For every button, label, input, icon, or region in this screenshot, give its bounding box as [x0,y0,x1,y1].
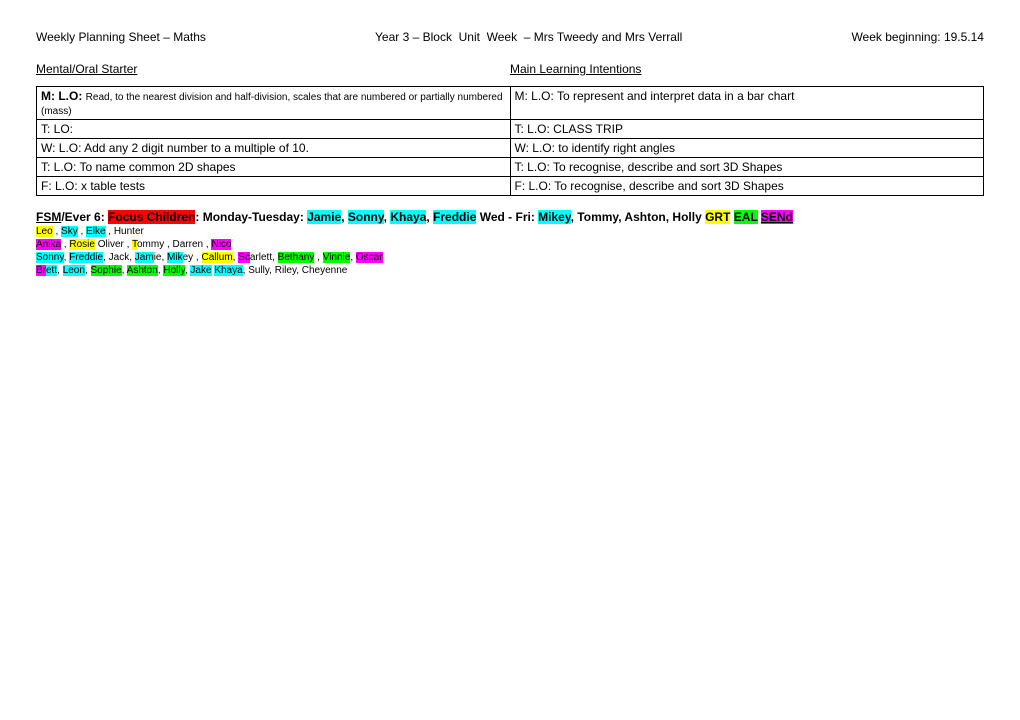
name-khaya: Khaya [214,265,242,276]
table-cell-right: F: L.O: To recognise, describe and sort … [510,177,984,196]
send-label: SENd [761,210,793,224]
name-mik: Mik [167,252,183,263]
table-cell-left: T: L.O: To name common 2D shapes [37,158,511,177]
sep: , [85,265,91,276]
sep: , [122,265,127,276]
cell-small: Read, to the nearest division and half-d… [41,92,503,117]
cell-bold: M: L.O: [41,89,86,103]
name-sophie: Sophie [91,265,122,276]
table-row: W: L.O: Add any 2 digit number to a mult… [37,139,984,158]
name-darren: , Darren , [164,239,211,250]
name-oscar: Oscar [356,252,383,263]
grt-label: GRT [705,210,730,224]
name-sonny: Sonny [36,252,64,263]
name-sonny: Sonny [348,210,384,224]
table-cell-right: T: L.O: To recognise, describe and sort … [510,158,984,177]
name-brett-br: Br [36,265,46,276]
wed-fri-label: Wed - Fri: [476,210,538,224]
name-sc: Sc [238,252,250,263]
name-jamie: Jamie [307,210,341,224]
rest-names: , Tommy, Ashton, Holly [571,210,705,224]
header-row: Weekly Planning Sheet – Maths Year 3 – B… [36,30,984,44]
name-hunter: , Hunter [106,226,144,237]
table-cell-left: T: LO: [37,120,511,139]
rest-names: , Sully, Riley, Cheyenne [243,265,348,276]
fsm-line: FSM/Ever 6: Focus Children: Monday-Tuesd… [36,210,984,224]
sep: , [78,226,86,237]
subhead-left: Mental/Oral Starter [36,62,510,76]
header-right: Week beginning: 19.5.14 [851,30,984,44]
name-anika: Anika [36,239,61,250]
fsm-label: FSM [36,210,61,224]
table-cell-right: W: L.O: to identify right angles [510,139,984,158]
vinnie-pre: , [314,252,322,263]
table-cell-left: F: L.O: x table tests [37,177,511,196]
sep: , [53,226,61,237]
name-scarlett-rest: arlett, [250,252,278,263]
name-jamie-rest: ie, [154,252,167,263]
name-rosie: Rosie [69,239,95,250]
sep: , [57,265,63,276]
name-bethany: Bethany [278,252,315,263]
name-vinnie: Vinnie [323,252,351,263]
eal-label: EAL [734,210,758,224]
name-freddie: Freddie [69,252,103,263]
table-row: M: L.O: Read, to the nearest division an… [37,87,984,120]
table-cell-left: M: L.O: Read, to the nearest division an… [37,87,511,120]
name-jack: , Jack, [103,252,135,263]
name-ashton: Ashton [127,265,158,276]
name-jake: Jake [190,265,211,276]
name-tommy-rest: ommy [137,239,164,250]
names-line-4: Sonny, Freddie, Jack, Jamie, Mikey , Cal… [36,252,984,263]
table-row: T: L.O: To name common 2D shapes T: L.O:… [37,158,984,177]
header-title: Weekly Planning Sheet – Maths [36,30,206,44]
name-freddie: Freddie [433,210,476,224]
names-line-2: Leo , Sky , Elke , Hunter [36,226,984,237]
table-row: T: LO: T: L.O: CLASS TRIP [37,120,984,139]
name-oliver: Oliver , [95,239,132,250]
names-line-5: Brett, Leon, Sophie, Ashton, Holly, Jake… [36,265,984,276]
sep: , [341,210,348,224]
names-line-3: Anika , Rosie Oliver , Tommy , Darren , … [36,239,984,250]
name-sky: Sky [61,226,78,237]
planning-table: M: L.O: Read, to the nearest division an… [36,86,984,196]
name-khaya: Khaya [390,210,426,224]
name-nico: Nico [211,239,231,250]
focus-children: Focus Children [108,210,195,224]
table-cell-right: M: L.O: To represent and interpret data … [510,87,984,120]
table-cell-right: T: L.O: CLASS TRIP [510,120,984,139]
ever6-label: /Ever 6: [61,210,108,224]
name-elke: Elke [86,226,105,237]
name-jam: Jam [135,252,154,263]
header-center: Year 3 – Block Unit Week – Mrs Tweedy an… [375,30,682,44]
subhead-row: Mental/Oral Starter Main Learning Intent… [36,62,984,76]
name-holly: Holly [163,265,184,276]
name-brett-rest: ett [46,265,57,276]
name-mikey: Mikey [538,210,570,224]
name-leon: Leon [63,265,85,276]
subhead-right: Main Learning Intentions [510,62,984,76]
mon-tue-label: : Monday-Tuesday: [195,210,307,224]
table-cell-left: W: L.O: Add any 2 digit number to a mult… [37,139,511,158]
name-mikey-rest: ey , [183,252,202,263]
table-row: F: L.O: x table tests F: L.O: To recogni… [37,177,984,196]
name-callum: Callum [202,252,233,263]
name-leo: Leo [36,226,53,237]
